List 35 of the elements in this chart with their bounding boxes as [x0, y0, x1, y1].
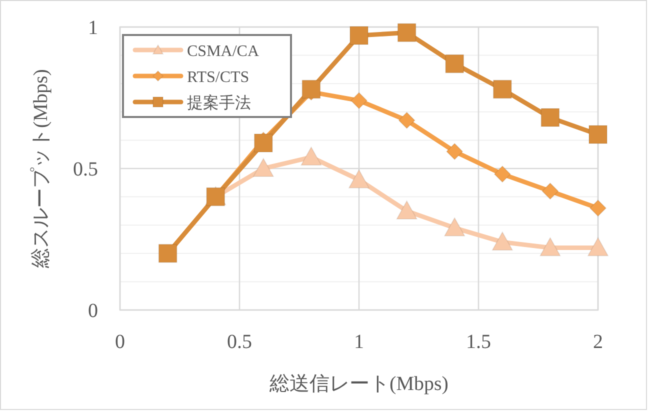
point	[300, 146, 322, 166]
point	[446, 143, 464, 160]
point	[396, 200, 418, 220]
point	[302, 80, 321, 99]
point	[252, 158, 274, 177]
point	[348, 169, 370, 188]
y-axis-title: 総スループット(Mbps)	[30, 69, 52, 269]
x-tick-label: 2	[593, 331, 603, 353]
x-tick-label: 1.5	[466, 331, 491, 353]
point	[397, 23, 416, 42]
point	[494, 166, 511, 183]
x-tick-label: 1	[354, 331, 364, 353]
point	[590, 200, 606, 217]
point	[540, 108, 560, 128]
x-axis-title: 総送信レート(Mbps)	[268, 373, 448, 395]
y-tick-label: 0	[88, 300, 98, 322]
point	[542, 182, 559, 200]
point	[350, 26, 368, 45]
point	[398, 112, 416, 129]
point	[350, 92, 368, 110]
point	[445, 54, 464, 74]
point	[254, 134, 273, 153]
legend-label: RTS/CTS	[187, 69, 250, 86]
x-tick-label: 0.5	[227, 331, 252, 353]
legend-label: 提案手法	[187, 94, 251, 112]
y-tick-label: 1	[88, 17, 98, 39]
point	[492, 232, 513, 251]
x-tick-label: 0	[115, 331, 125, 353]
legend-label: CSMA/CA	[187, 43, 260, 60]
point	[540, 237, 561, 256]
y-tick-label: 0.5	[73, 158, 98, 180]
point	[588, 237, 608, 256]
point	[588, 125, 608, 144]
point	[492, 80, 512, 99]
point	[444, 217, 466, 236]
